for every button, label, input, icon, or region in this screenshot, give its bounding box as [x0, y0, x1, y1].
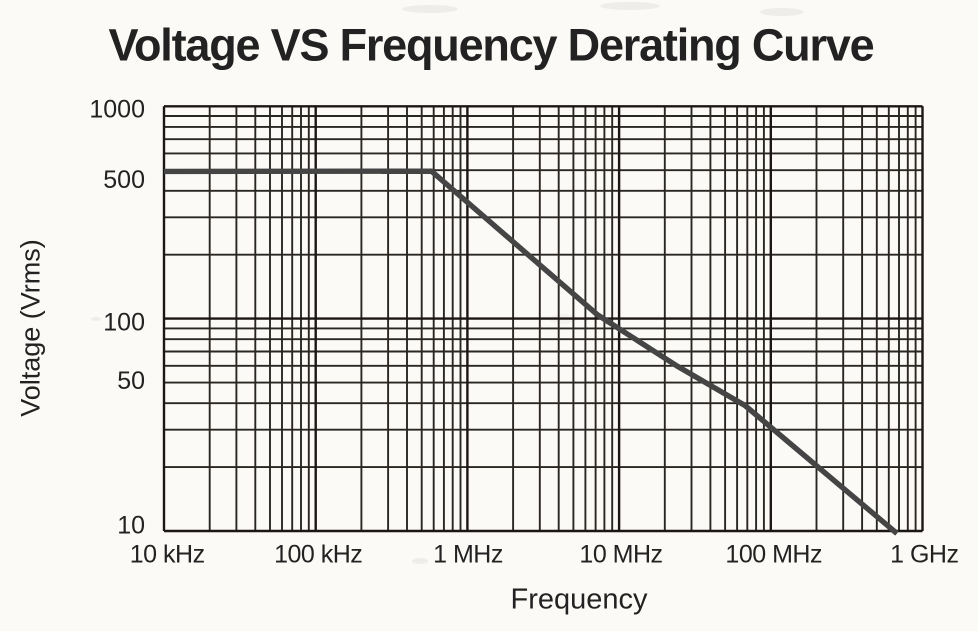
svg-text:Voltage (Vrms): Voltage (Vrms) — [16, 239, 46, 417]
svg-text:10: 10 — [117, 512, 145, 540]
svg-text:500: 500 — [103, 166, 145, 194]
svg-text:Voltage VS Frequency Derating: Voltage VS Frequency Derating Curve — [109, 19, 874, 70]
svg-text:1000: 1000 — [89, 95, 145, 123]
svg-text:100: 100 — [103, 309, 145, 337]
svg-text:10 kHz: 10 kHz — [130, 541, 205, 569]
svg-text:10 MHz: 10 MHz — [579, 541, 662, 569]
svg-text:1 MHz: 1 MHz — [433, 541, 503, 569]
svg-text:1 GHz: 1 GHz — [890, 541, 958, 569]
svg-text:100 kHz: 100 kHz — [274, 541, 362, 569]
svg-text:100 MHz: 100 MHz — [725, 541, 822, 569]
svg-text:Frequency: Frequency — [510, 584, 648, 616]
svg-text:50: 50 — [117, 367, 145, 395]
